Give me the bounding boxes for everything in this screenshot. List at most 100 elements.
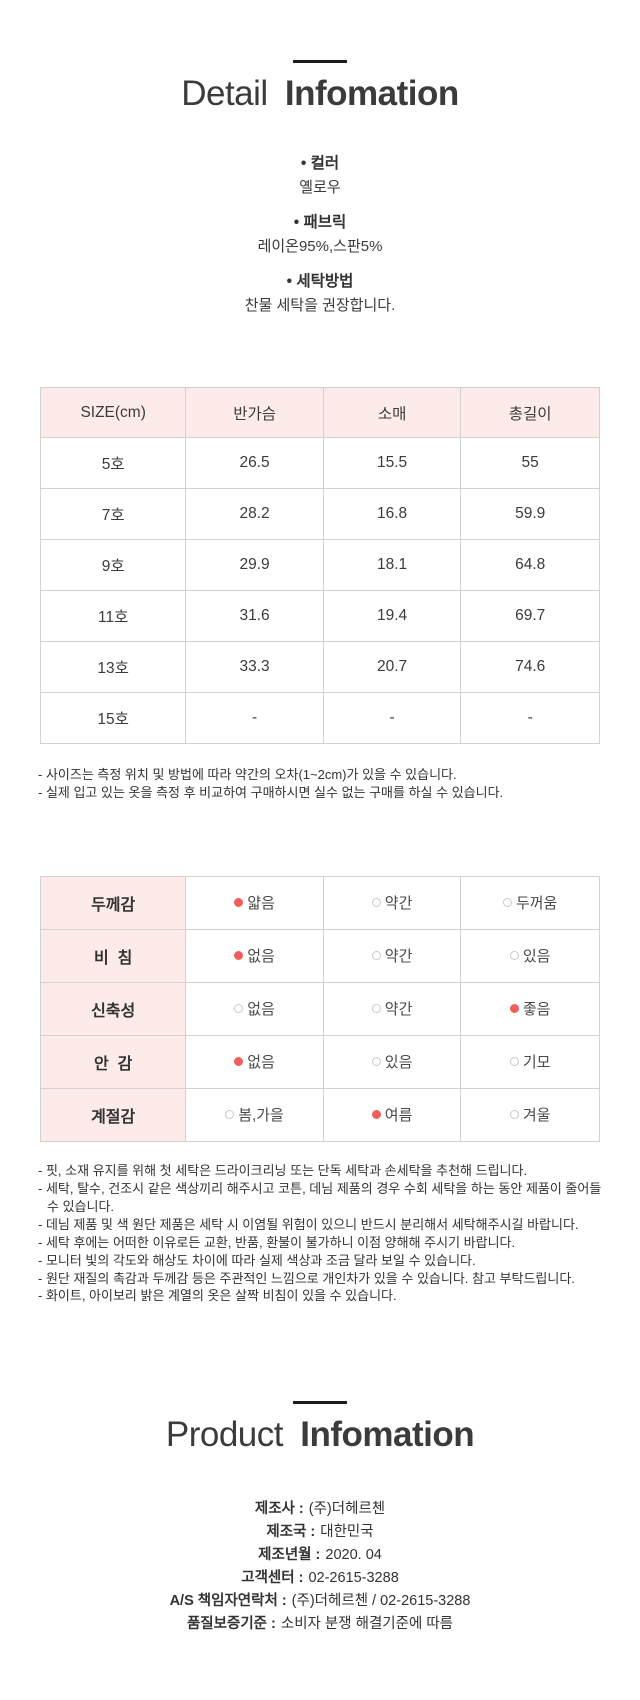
fabric-row-label: 안 감 bbox=[39, 1034, 187, 1089]
radio-dot-icon bbox=[509, 1110, 519, 1120]
fabric-option-label: 없음 bbox=[247, 1054, 275, 1072]
size-notes: - 사이즈는 측정 위치 및 방법에 따라 약간의 오차(1~2cm)가 있을 … bbox=[38, 766, 610, 802]
fabric-row-thickness: 두께감 얇음 약간 두꺼움 bbox=[39, 875, 600, 930]
care-note: - 모니터 빛의 각도와 해상도 차이에 따라 실제 색상과 조금 달라 보일 … bbox=[38, 1252, 476, 1268]
size-note: - 사이즈는 측정 위치 및 방법에 따라 약간의 오차(1~2cm)가 있을 … bbox=[38, 767, 457, 782]
size-cell: 19.4 bbox=[322, 590, 462, 642]
radio-dot-icon bbox=[234, 951, 244, 961]
section-divider-line bbox=[293, 60, 347, 63]
spec-fabric-value: 레이온95%,스판5% bbox=[257, 238, 383, 255]
size-cell: 29.9 bbox=[185, 539, 324, 591]
detail-info-title: Detail Infomation bbox=[0, 76, 640, 111]
title-word-bold: Infomation bbox=[284, 74, 459, 113]
size-cell: 20.7 bbox=[322, 641, 462, 693]
size-cell: 31.6 bbox=[185, 590, 324, 642]
size-cell: 55 bbox=[460, 437, 600, 489]
size-header-size: SIZE(cm) bbox=[39, 387, 187, 438]
size-cell: 28.2 bbox=[185, 488, 324, 540]
manufacturer-info: 제조사 : (주)더헤르첸 제조국 : 대한민국 제조년월 :2020. 04 고객… bbox=[0, 1498, 640, 1636]
info-label: A/S 책임자연락처 : bbox=[169, 1593, 287, 1610]
info-label: 제조년월 : bbox=[258, 1547, 321, 1564]
info-row-country: 제조국 : 대한민국 bbox=[0, 1521, 640, 1544]
size-cell: 15.5 bbox=[322, 437, 462, 489]
size-cell: 16.8 bbox=[322, 488, 462, 540]
product-info-header: Product Infomation bbox=[0, 1401, 640, 1452]
spec-color-value: 옐로우 bbox=[299, 179, 341, 196]
section-divider-line bbox=[293, 1401, 347, 1405]
care-note: - 데님 제품 및 색 원단 제품은 세탁 시 이염될 위험이 있으니 반드시 … bbox=[38, 1216, 579, 1232]
radio-dot-icon bbox=[371, 951, 381, 961]
radio-dot-icon bbox=[225, 1110, 235, 1120]
spec-color: • 컬러 옐로우 bbox=[0, 151, 640, 197]
fabric-option-label: 없음 bbox=[247, 1001, 275, 1019]
care-note: - 원단 재질의 촉감과 두께감 등은 주관적인 느낌으로 개인차가 있을 수 … bbox=[38, 1270, 575, 1286]
info-value: (주)더헤르첸 / 02-2615-3288 bbox=[291, 1593, 471, 1610]
care-note: - 핏, 소재 유지를 위해 첫 세탁은 드라이크리닝 또는 단독 세탁과 손세… bbox=[38, 1162, 528, 1178]
size-table-row: 7호 28.2 16.8 59.9 bbox=[39, 488, 600, 540]
product-specs: • 컬러 옐로우 • 패브릭 레이온95%,스판5% • 세탁방법 찬물 세탁을… bbox=[0, 151, 640, 315]
care-notes: - 핏, 소재 유지를 위해 첫 세탁은 드라이크리닝 또는 단독 세탁과 손세… bbox=[38, 1162, 610, 1306]
size-cell: 18.1 bbox=[322, 539, 462, 591]
radio-dot-icon bbox=[371, 898, 381, 908]
size-table-row: 11호 31.6 19.4 69.7 bbox=[39, 590, 600, 642]
fabric-row-sheerness: 비 침 없음 약간 있음 bbox=[39, 928, 600, 983]
fabric-row-label: 두께감 bbox=[39, 875, 187, 930]
info-row-customer-center: 고객센터 :02-2615-3288 bbox=[0, 1567, 640, 1590]
spec-wash-label: • 세탁방법 bbox=[286, 273, 354, 290]
info-row-as-contact: A/S 책임자연락처 : (주)더헤르첸 / 02-2615-3288 bbox=[0, 1590, 640, 1613]
fabric-option-cell: 겨울 bbox=[460, 1087, 600, 1142]
size-cell: 7호 bbox=[39, 488, 187, 540]
title-word-bold: Infomation bbox=[300, 1415, 475, 1455]
info-label: 고객센터 : bbox=[241, 1570, 304, 1587]
info-row-manufacturer: 제조사 : (주)더헤르첸 bbox=[0, 1498, 640, 1521]
size-cell: 74.6 bbox=[460, 641, 600, 693]
size-cell: 9호 bbox=[39, 539, 187, 591]
fabric-option-cell: 약간 bbox=[322, 981, 462, 1036]
fabric-option-cell: 두꺼움 bbox=[460, 875, 600, 930]
size-table-row: 9호 29.9 18.1 64.8 bbox=[39, 539, 600, 591]
fabric-row-season: 계절감 봄,가을 여름 겨울 bbox=[39, 1087, 600, 1142]
size-header-length: 총길이 bbox=[460, 387, 600, 438]
radio-dot-icon bbox=[509, 1057, 519, 1067]
radio-dot-icon bbox=[502, 898, 512, 908]
title-word-light: Detail bbox=[181, 74, 268, 113]
fabric-option-label: 겨울 bbox=[522, 1107, 551, 1125]
spec-fabric: • 패브릭 레이온95%,스판5% bbox=[0, 210, 640, 256]
fabric-option-cell: 기모 bbox=[460, 1034, 600, 1089]
info-value: (주)더헤르첸 bbox=[308, 1501, 386, 1518]
fabric-option-cell: 없음 bbox=[185, 1034, 324, 1089]
radio-dot-icon bbox=[371, 1110, 381, 1120]
info-value: 2020. 04 bbox=[325, 1547, 382, 1564]
detail-info-header: Detail Infomation bbox=[0, 0, 640, 111]
size-cell: 13호 bbox=[39, 641, 187, 693]
radio-dot-icon bbox=[509, 951, 519, 961]
info-row-date: 제조년월 :2020. 04 bbox=[0, 1544, 640, 1567]
fabric-option-cell: 얇음 bbox=[185, 875, 324, 930]
fabric-option-label: 약간 bbox=[384, 948, 413, 966]
spec-wash-value: 찬물 세탁을 권장합니다. bbox=[244, 297, 396, 314]
fabric-row-lining: 안 감 없음 있음 기모 bbox=[39, 1034, 600, 1089]
fabric-row-label: 계절감 bbox=[39, 1087, 187, 1142]
radio-dot-icon bbox=[371, 1004, 381, 1014]
info-label: 제조국 : bbox=[266, 1524, 316, 1541]
size-cell: 64.8 bbox=[460, 539, 600, 591]
size-table-header-row: SIZE(cm) 반가슴 소매 총길이 bbox=[39, 387, 600, 438]
spec-color-label: • 컬러 bbox=[300, 155, 340, 172]
info-value: 02-2615-3288 bbox=[308, 1570, 399, 1587]
size-note: - 실제 입고 있는 옷을 측정 후 비교하여 구매하시면 실수 없는 구매를 … bbox=[38, 784, 504, 800]
fabric-option-label: 있음 bbox=[522, 948, 551, 966]
info-label: 제조사 : bbox=[254, 1501, 304, 1518]
size-cell: - bbox=[322, 692, 462, 744]
fabric-property-table: 두께감 얇음 약간 두꺼움 비 침 없음 약간 있음 신축성 없음 약간 좋음 … bbox=[39, 875, 600, 1142]
fabric-option-label: 두꺼움 bbox=[515, 895, 558, 913]
size-header-chest: 반가슴 bbox=[185, 387, 324, 438]
size-cell: 15호 bbox=[39, 692, 187, 744]
radio-dot-icon bbox=[509, 1004, 519, 1014]
fabric-option-label: 얇음 bbox=[247, 895, 275, 913]
size-cell: - bbox=[460, 692, 600, 744]
fabric-option-label: 없음 bbox=[247, 948, 275, 966]
radio-dot-icon bbox=[371, 1057, 381, 1067]
fabric-option-label: 봄,가을 bbox=[238, 1107, 284, 1125]
size-cell: 69.7 bbox=[460, 590, 600, 642]
